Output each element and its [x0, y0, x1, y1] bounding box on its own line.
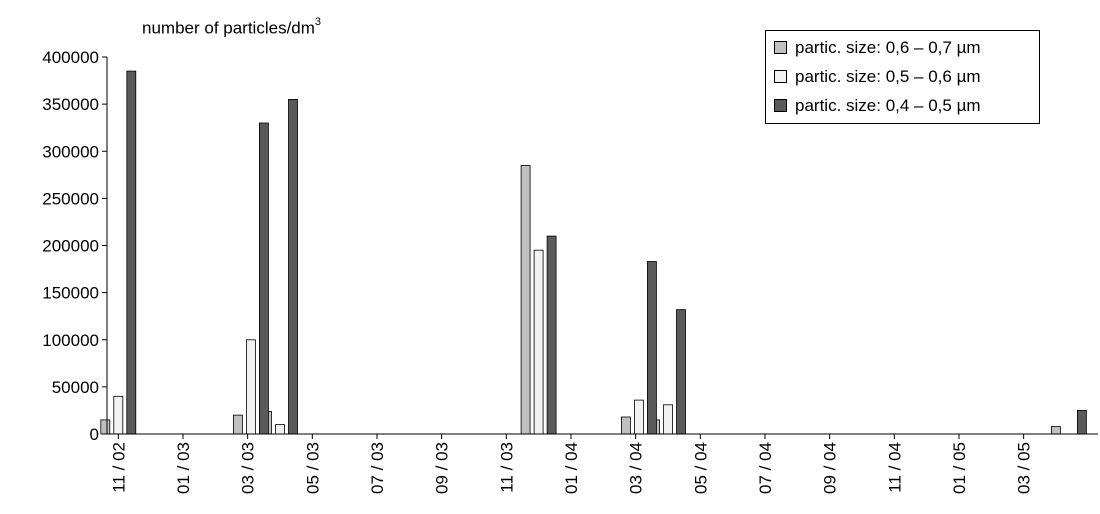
x-tick-label: 01 / 04 [562, 442, 581, 494]
x-tick-label: 01 / 05 [950, 442, 969, 494]
x-tick-label: 05 / 03 [303, 442, 322, 494]
legend-label-0-6-0-7: partic. size: 0,6 – 0,7 µm [795, 37, 981, 57]
bars-group [100, 70, 1087, 435]
bar-series-2 [275, 424, 285, 435]
bar-series-3 [676, 309, 686, 435]
x-tick-label: 11 / 03 [497, 442, 516, 493]
x-tick-label: 01 / 03 [174, 442, 193, 494]
x-ticks-group: 11 / 02 01 / 03 03 / 03 05 / 03 07 / 03 09 / … [109, 434, 1034, 494]
bar-series-1 [1051, 426, 1061, 435]
y-tick-label: 50000 [52, 378, 99, 397]
bar-series-1 [621, 416, 631, 435]
x-tick-label: 07 / 04 [756, 442, 775, 494]
x-tick-label: 11 / 02 [109, 442, 128, 493]
x-tick-label: 03 / 03 [239, 442, 258, 494]
bar-series-2 [113, 395, 124, 435]
y-tick-label: 100000 [42, 331, 99, 350]
legend-item-0-4-0-5: partic. size: 0,4 – 0,5 µm [774, 91, 1031, 120]
bar-series-3 [258, 122, 269, 435]
bar-series-2 [533, 249, 544, 435]
bar-series-1 [520, 164, 531, 435]
bar-series-1 [100, 419, 111, 435]
bar-series-3 [288, 99, 298, 435]
y-ticks-group: 0 50000 100000 150000 200000 250000 300000 3500… [42, 48, 107, 444]
bar-series-2 [245, 339, 256, 435]
x-tick-label: 07 / 03 [368, 442, 387, 494]
y-tick-label: 400000 [42, 48, 99, 67]
y-tick-label: 150000 [42, 284, 99, 303]
legend-label-0-5-0-6: partic. size: 0,5 – 0,6 µm [795, 66, 981, 86]
bar-series-3 [647, 261, 657, 435]
bar-series-2 [663, 404, 673, 435]
y-tick-label: 0 [90, 425, 99, 444]
y-tick-label: 200000 [42, 237, 99, 256]
x-tick-label: 11 / 04 [885, 442, 904, 493]
x-tick-label: 03 / 05 [1015, 442, 1034, 494]
legend: partic. size: 0,6 – 0,7 µm partic. size:… [765, 30, 1040, 124]
bar-series-2 [634, 399, 644, 435]
bar-series-3 [126, 70, 137, 435]
bar-series-3 [1077, 409, 1087, 435]
y-tick-label: 250000 [42, 189, 99, 208]
y-tick-label: 350000 [42, 95, 99, 114]
x-tick-label: 09 / 04 [821, 442, 840, 494]
legend-item-0-5-0-6: partic. size: 0,5 – 0,6 µm [774, 62, 1031, 91]
legend-label-0-4-0-5: partic. size: 0,4 – 0,5 µm [795, 95, 981, 115]
x-tick-label: 03 / 04 [627, 442, 646, 494]
legend-swatch-0-4-0-5 [774, 99, 787, 112]
bar-series-3 [546, 235, 557, 435]
y-axis-label: number of particles/dm3 [142, 16, 322, 39]
x-tick-label: 09 / 03 [433, 442, 452, 494]
y-tick-label: 300000 [42, 142, 99, 161]
legend-swatch-0-6-0-7 [774, 41, 787, 54]
legend-item-0-6-0-7: partic. size: 0,6 – 0,7 µm [774, 33, 1031, 62]
legend-swatch-0-5-0-6 [774, 70, 787, 83]
bar-series-1 [232, 414, 243, 435]
y-axis-label-text: number of particles/dm [142, 18, 315, 38]
y-axis-label-superscript: 3 [314, 16, 322, 28]
x-tick-label: 05 / 04 [691, 442, 710, 494]
